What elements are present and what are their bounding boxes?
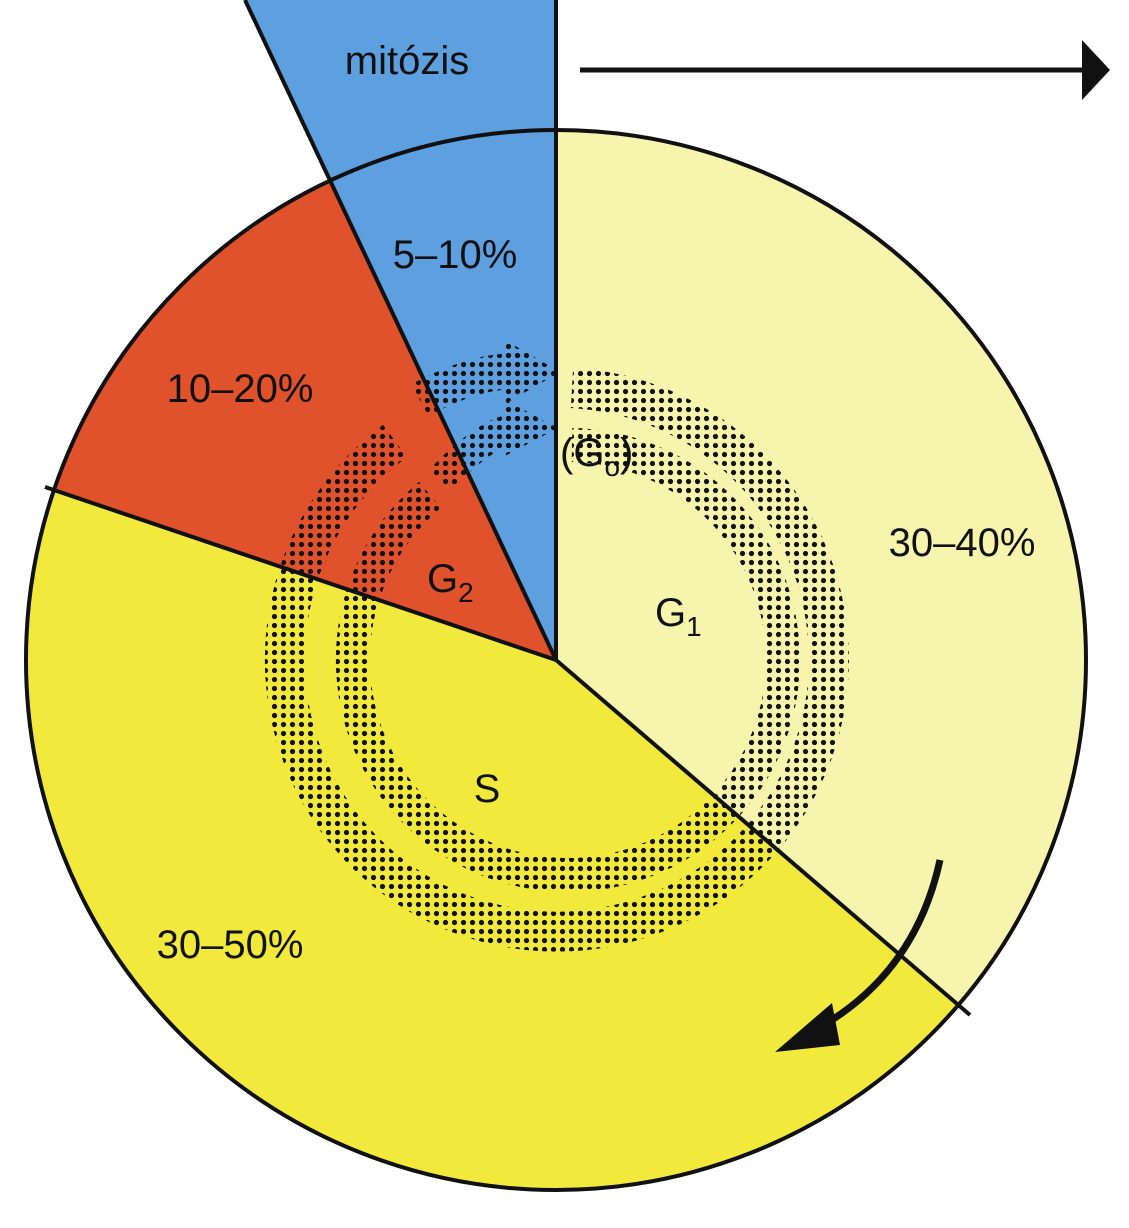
inner-cycle-band xyxy=(335,428,800,892)
phase-subscript: 2 xyxy=(458,577,474,608)
phase-letter: G xyxy=(573,431,604,475)
phase-letter: G xyxy=(427,557,458,601)
s-label: S xyxy=(474,767,501,811)
outer-cycle-arrowhead xyxy=(505,340,560,404)
inner-cycle-arrowhead xyxy=(505,400,558,456)
g2-label: G2 xyxy=(427,557,474,608)
paren: ) xyxy=(620,431,633,475)
phase-subscript: 1 xyxy=(686,611,702,642)
s-sector xyxy=(26,490,958,1190)
divider xyxy=(243,0,558,661)
exit-arrowhead xyxy=(1082,40,1110,100)
divider xyxy=(44,485,557,662)
paren: ( xyxy=(560,431,574,475)
g1-share: 30–40% xyxy=(889,521,1036,565)
phase-subscript: o xyxy=(604,451,620,482)
mitosis-label: mitózis xyxy=(345,39,469,83)
g2-share: 10–20% xyxy=(167,367,314,411)
s-share: 30–50% xyxy=(157,923,304,967)
direction-arrow xyxy=(813,859,944,1034)
g0-label: (Go) xyxy=(560,431,633,482)
mitosis-share: 5–10% xyxy=(393,233,518,277)
outer-cycle-band xyxy=(264,368,849,952)
g2-sector xyxy=(54,180,556,660)
phase-letter: G xyxy=(655,591,686,635)
g1-label: G1 xyxy=(655,591,702,642)
direction-arrowhead xyxy=(775,1003,840,1052)
